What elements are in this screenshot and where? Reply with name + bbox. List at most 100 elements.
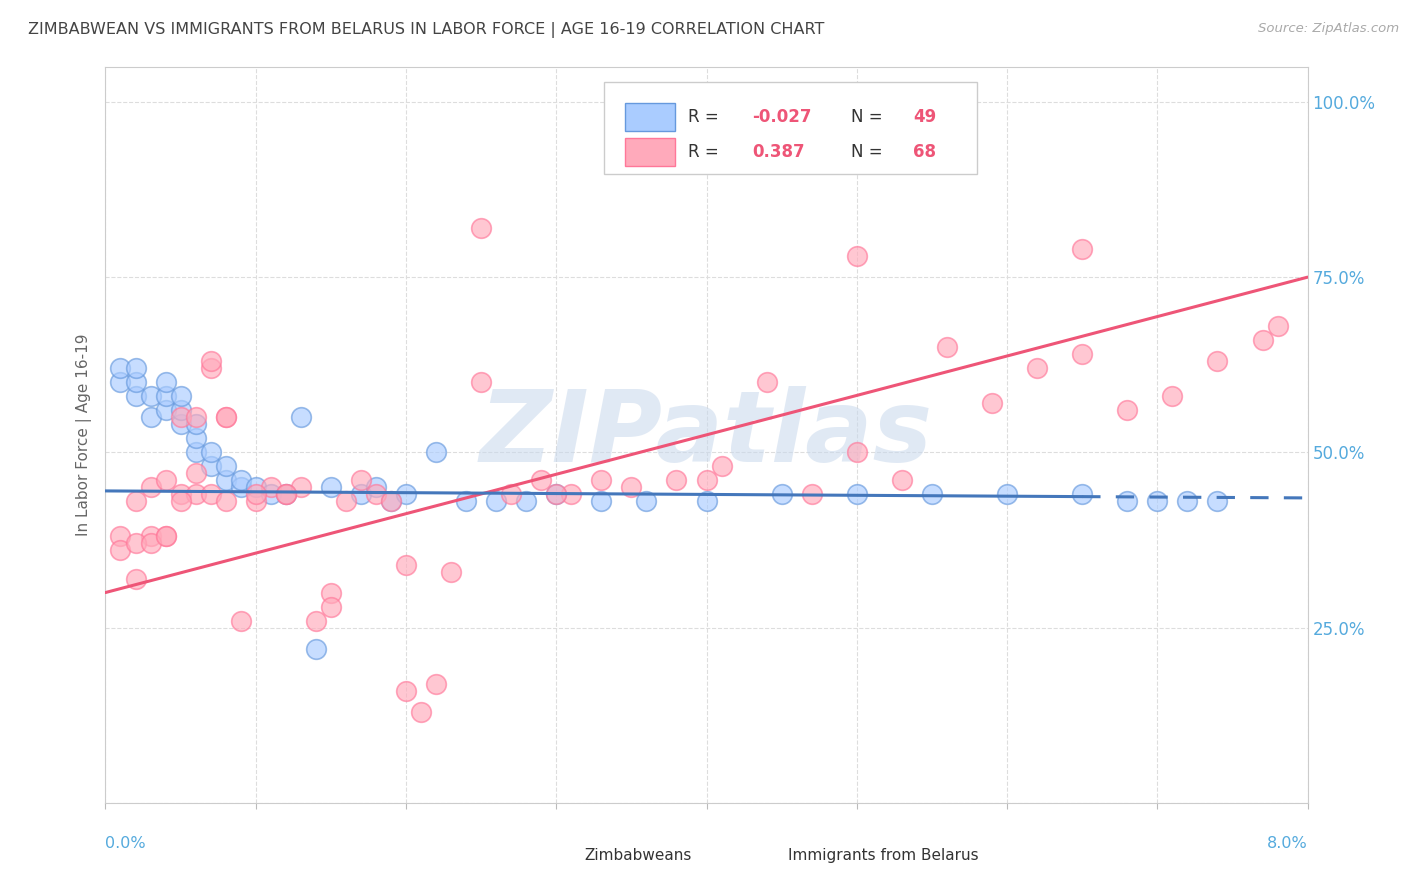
Point [710,459,733,474]
Point [184,431,207,445]
Text: Zimbabweans: Zimbabweans [583,848,692,863]
Point [214,410,236,425]
Point [214,494,236,508]
Point [110,361,132,376]
Point [845,249,868,263]
Point [169,417,191,432]
Point [124,572,146,586]
Y-axis label: In Labor Force | Age 16-19: In Labor Force | Age 16-19 [76,334,91,536]
Point [936,340,959,354]
Point [245,487,267,501]
Point [485,494,508,508]
Point [110,376,132,390]
Point [274,487,297,501]
Point [425,676,447,690]
Point [184,467,207,481]
Point [1206,354,1229,368]
Point [274,487,297,501]
FancyBboxPatch shape [624,103,675,131]
Point [890,474,912,488]
Point [139,389,162,403]
Point [155,389,177,403]
Point [139,480,162,494]
Text: -0.027: -0.027 [752,108,811,126]
Point [591,474,613,488]
Point [1161,389,1184,403]
Point [845,487,868,501]
Point [200,445,222,459]
Point [380,494,402,508]
Point [530,474,553,488]
Point [200,361,222,376]
Point [305,641,328,656]
Point [124,376,146,390]
Point [546,487,568,501]
Point [560,487,582,501]
Point [696,474,718,488]
Text: R =: R = [689,108,724,126]
Point [1071,487,1094,501]
Point [1175,494,1198,508]
Point [591,494,613,508]
Point [184,487,207,501]
Point [110,529,132,543]
Point [155,376,177,390]
Point [845,445,868,459]
Point [620,480,643,494]
Point [364,487,387,501]
Point [395,683,418,698]
Point [501,487,523,501]
Point [155,403,177,417]
Point [319,599,342,614]
Point [546,487,568,501]
Point [1026,361,1049,376]
Point [184,410,207,425]
Point [229,480,252,494]
Point [184,445,207,459]
Text: ZIPatlas: ZIPatlas [479,386,934,483]
Point [364,480,387,494]
Point [274,487,297,501]
Point [200,459,222,474]
Point [470,376,492,390]
Point [214,410,236,425]
Point [921,487,943,501]
Point [395,558,418,572]
Point [440,565,463,579]
Point [1251,333,1274,347]
Point [155,529,177,543]
Text: Immigrants from Belarus: Immigrants from Belarus [789,848,979,863]
Point [139,536,162,550]
Point [169,389,191,403]
Point [214,474,236,488]
Point [110,543,132,558]
Text: 8.0%: 8.0% [1267,836,1308,851]
Point [260,480,283,494]
Point [395,487,418,501]
Point [409,705,432,719]
Point [214,459,236,474]
Point [981,396,1004,410]
Point [515,494,537,508]
Point [155,474,177,488]
Point [169,494,191,508]
FancyBboxPatch shape [624,137,675,166]
Point [319,585,342,599]
Point [169,410,191,425]
Point [124,361,146,376]
Point [636,494,658,508]
Point [470,221,492,235]
Point [696,494,718,508]
Point [260,487,283,501]
Point [290,480,312,494]
Text: 68: 68 [914,143,936,161]
FancyBboxPatch shape [742,847,779,864]
Point [1206,494,1229,508]
Point [124,494,146,508]
Text: ZIMBABWEAN VS IMMIGRANTS FROM BELARUS IN LABOR FORCE | AGE 16-19 CORRELATION CHA: ZIMBABWEAN VS IMMIGRANTS FROM BELARUS IN… [28,22,824,38]
Point [169,487,191,501]
Point [1071,242,1094,256]
Point [800,487,823,501]
Text: 0.0%: 0.0% [105,836,146,851]
Point [245,480,267,494]
